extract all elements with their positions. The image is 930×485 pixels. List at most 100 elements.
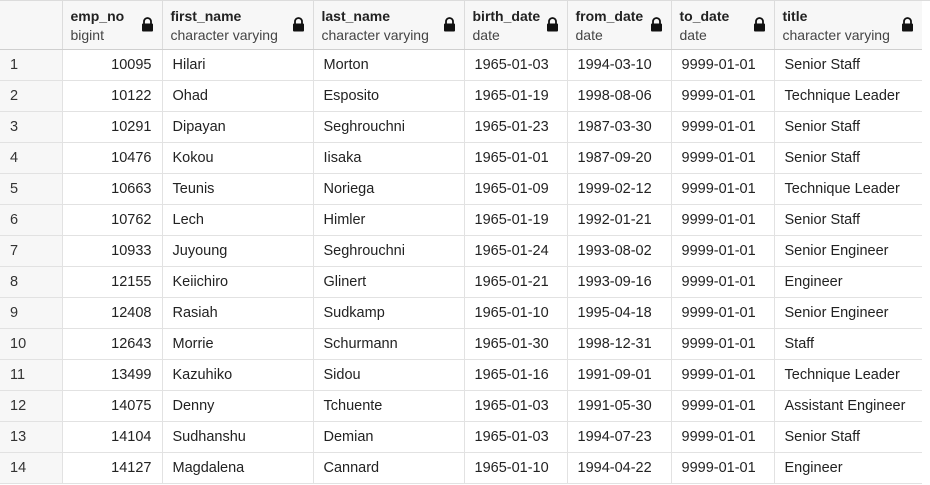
cell-birth-date[interactable]: 1965-01-01 <box>464 142 568 174</box>
cell-to-date[interactable]: 9999-01-01 <box>671 266 775 298</box>
cell-title[interactable]: Technique Leader <box>774 173 923 205</box>
row-number[interactable]: 12 <box>0 390 63 422</box>
cell-first-name[interactable]: Keiichiro <box>162 266 314 298</box>
cell-last-name[interactable]: Seghrouchni <box>313 111 465 143</box>
table-row[interactable]: 13 14104 Sudhanshu Demian 1965-01-03 1994-07-… <box>0 421 923 453</box>
cell-title[interactable]: Engineer <box>774 266 923 298</box>
cell-title[interactable]: Assistant Engineer <box>774 390 923 422</box>
cell-last-name[interactable]: Esposito <box>313 80 465 112</box>
cell-first-name[interactable]: Kokou <box>162 142 314 174</box>
cell-emp-no[interactable]: 10663 <box>62 173 163 205</box>
cell-from-date[interactable]: 1999-02-12 <box>567 173 672 205</box>
cell-last-name[interactable]: Seghrouchni <box>313 235 465 267</box>
cell-title[interactable]: Senior Engineer <box>774 235 923 267</box>
table-row[interactable]: 3 10291 Dipayan Seghrouchni 1965-01-23 1987-0… <box>0 111 923 143</box>
row-number[interactable]: 3 <box>0 111 63 143</box>
table-row[interactable]: 1 10095 Hilari Morton 1965-01-03 1994-03-10 99… <box>0 49 923 81</box>
cell-last-name[interactable]: Himler <box>313 204 465 236</box>
cell-from-date[interactable]: 1993-08-02 <box>567 235 672 267</box>
cell-emp-no[interactable]: 10762 <box>62 204 163 236</box>
cell-from-date[interactable]: 1987-03-30 <box>567 111 672 143</box>
cell-to-date[interactable]: 9999-01-01 <box>671 421 775 453</box>
cell-from-date[interactable]: 1987-09-20 <box>567 142 672 174</box>
cell-to-date[interactable]: 9999-01-01 <box>671 49 775 81</box>
table-row[interactable]: 10 12643 Morrie Schurmann 1965-01-30 1998-12-… <box>0 328 923 360</box>
cell-from-date[interactable]: 1994-03-10 <box>567 49 672 81</box>
cell-emp-no[interactable]: 14075 <box>62 390 163 422</box>
row-number[interactable]: 7 <box>0 235 63 267</box>
cell-from-date[interactable]: 1991-09-01 <box>567 359 672 391</box>
cell-title[interactable]: Technique Leader <box>774 359 923 391</box>
cell-first-name[interactable]: Dipayan <box>162 111 314 143</box>
table-row[interactable]: 8 12155 Keiichiro Glinert 1965-01-21 1993-09-… <box>0 266 923 298</box>
column-header-from-date[interactable]: from_date date <box>567 1 672 50</box>
cell-birth-date[interactable]: 1965-01-23 <box>464 111 568 143</box>
row-number[interactable]: 11 <box>0 359 63 391</box>
column-header-birth-date[interactable]: birth_date date <box>464 1 568 50</box>
cell-first-name[interactable]: Juyoung <box>162 235 314 267</box>
row-number[interactable]: 13 <box>0 421 63 453</box>
table-row[interactable]: 11 13499 Kazuhiko Sidou 1965-01-16 1991-09-01… <box>0 359 923 391</box>
cell-first-name[interactable]: Denny <box>162 390 314 422</box>
cell-to-date[interactable]: 9999-01-01 <box>671 359 775 391</box>
column-header-emp-no[interactable]: emp_no bigint <box>62 1 163 50</box>
cell-first-name[interactable]: Lech <box>162 204 314 236</box>
cell-title[interactable]: Staff <box>774 328 923 360</box>
cell-title[interactable]: Senior Staff <box>774 49 923 81</box>
cell-first-name[interactable]: Ohad <box>162 80 314 112</box>
cell-birth-date[interactable]: 1965-01-19 <box>464 80 568 112</box>
cell-birth-date[interactable]: 1965-01-03 <box>464 49 568 81</box>
cell-title[interactable]: Senior Engineer <box>774 297 923 329</box>
cell-birth-date[interactable]: 1965-01-19 <box>464 204 568 236</box>
cell-last-name[interactable]: Tchuente <box>313 390 465 422</box>
cell-last-name[interactable]: Schurmann <box>313 328 465 360</box>
table-row[interactable]: 6 10762 Lech Himler 1965-01-19 1992-01-21 9999… <box>0 204 923 236</box>
cell-to-date[interactable]: 9999-01-01 <box>671 235 775 267</box>
cell-birth-date[interactable]: 1965-01-21 <box>464 266 568 298</box>
cell-to-date[interactable]: 9999-01-01 <box>671 297 775 329</box>
table-row[interactable]: 7 10933 Juyoung Seghrouchni 1965-01-24 1993-0… <box>0 235 923 267</box>
cell-title[interactable]: Technique Leader <box>774 80 923 112</box>
cell-from-date[interactable]: 1995-04-18 <box>567 297 672 329</box>
column-header-title[interactable]: title character varying <box>774 1 923 50</box>
cell-last-name[interactable]: Noriega <box>313 173 465 205</box>
row-number[interactable]: 2 <box>0 80 63 112</box>
table-row[interactable]: 9 12408 Rasiah Sudkamp 1965-01-10 1995-04-18 9… <box>0 297 923 329</box>
cell-birth-date[interactable]: 1965-01-03 <box>464 421 568 453</box>
cell-title[interactable]: Senior Staff <box>774 142 923 174</box>
cell-birth-date[interactable]: 1965-01-10 <box>464 452 568 484</box>
cell-last-name[interactable]: Glinert <box>313 266 465 298</box>
cell-from-date[interactable]: 1998-08-06 <box>567 80 672 112</box>
cell-last-name[interactable]: Sudkamp <box>313 297 465 329</box>
row-number[interactable]: 9 <box>0 297 63 329</box>
table-row[interactable]: 4 10476 Kokou Iisaka 1965-01-01 1987-09-20 999… <box>0 142 923 174</box>
table-row[interactable]: 5 10663 Teunis Noriega 1965-01-09 1999-02-12 9… <box>0 173 923 205</box>
cell-title[interactable]: Senior Staff <box>774 204 923 236</box>
cell-from-date[interactable]: 1998-12-31 <box>567 328 672 360</box>
row-number-header[interactable] <box>0 1 63 50</box>
cell-from-date[interactable]: 1993-09-16 <box>567 266 672 298</box>
cell-emp-no[interactable]: 10122 <box>62 80 163 112</box>
cell-title[interactable]: Engineer <box>774 452 923 484</box>
row-number[interactable]: 6 <box>0 204 63 236</box>
cell-emp-no[interactable]: 10476 <box>62 142 163 174</box>
column-header-first-name[interactable]: first_name character varying <box>162 1 314 50</box>
column-header-to-date[interactable]: to_date date <box>671 1 775 50</box>
cell-to-date[interactable]: 9999-01-01 <box>671 452 775 484</box>
cell-last-name[interactable]: Cannard <box>313 452 465 484</box>
cell-from-date[interactable]: 1994-04-22 <box>567 452 672 484</box>
row-number[interactable]: 1 <box>0 49 63 81</box>
cell-emp-no[interactable]: 10933 <box>62 235 163 267</box>
cell-last-name[interactable]: Sidou <box>313 359 465 391</box>
row-number[interactable]: 10 <box>0 328 63 360</box>
cell-last-name[interactable]: Morton <box>313 49 465 81</box>
row-number[interactable]: 14 <box>0 452 63 484</box>
cell-to-date[interactable]: 9999-01-01 <box>671 80 775 112</box>
cell-to-date[interactable]: 9999-01-01 <box>671 328 775 360</box>
cell-first-name[interactable]: Teunis <box>162 173 314 205</box>
row-number[interactable]: 4 <box>0 142 63 174</box>
cell-birth-date[interactable]: 1965-01-24 <box>464 235 568 267</box>
cell-first-name[interactable]: Rasiah <box>162 297 314 329</box>
row-number[interactable]: 5 <box>0 173 63 205</box>
table-row[interactable]: 12 14075 Denny Tchuente 1965-01-03 1991-05-30… <box>0 390 923 422</box>
